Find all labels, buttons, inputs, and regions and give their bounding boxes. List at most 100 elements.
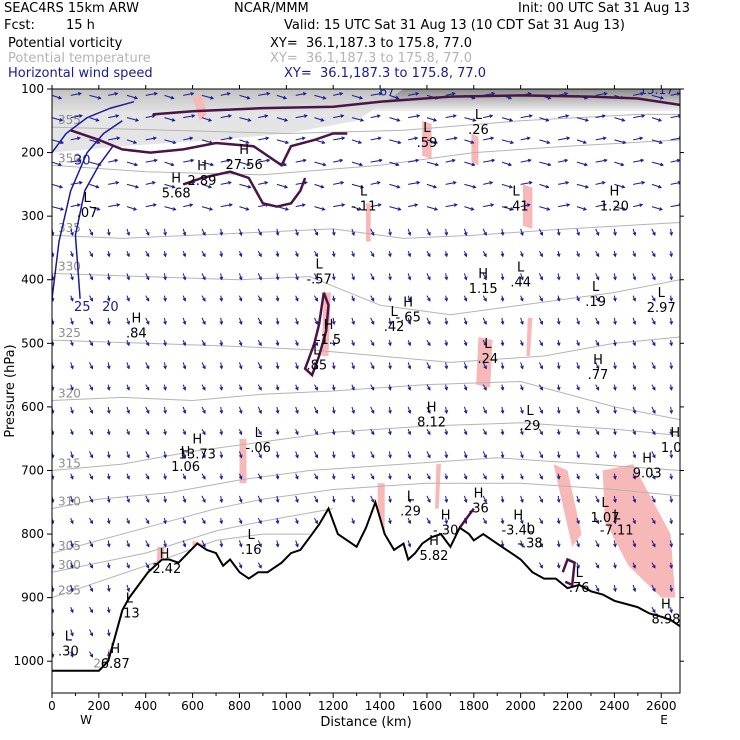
wind-vector-head xyxy=(258,231,262,236)
wind-vector-head xyxy=(669,609,673,614)
valid-time: Valid: 15 UTC Sat 31 Aug 13 (10 CDT Sat … xyxy=(284,18,625,33)
wind-vector-head xyxy=(576,342,580,347)
pv-extremum-value: .29 xyxy=(520,419,541,434)
wind-vector xyxy=(145,181,155,185)
wind-vector-head xyxy=(652,409,656,414)
wind-vector xyxy=(313,228,318,236)
wind-speed-label-25: 25 xyxy=(74,300,91,315)
wind-vector xyxy=(145,115,155,119)
wind-vector-head xyxy=(52,365,55,370)
wind-vector-head xyxy=(576,276,580,281)
wind-vector-head xyxy=(444,386,449,391)
wind-vector-head xyxy=(70,231,74,236)
pv-extremum-L: L xyxy=(576,566,584,581)
wind-vector-head xyxy=(238,253,243,258)
wind-vector xyxy=(182,273,186,280)
wind-vector xyxy=(483,204,494,208)
wind-vector-head xyxy=(182,297,187,302)
wind-vector-head xyxy=(414,136,419,141)
wind-vector xyxy=(595,137,606,141)
wind-vector-head xyxy=(89,609,94,614)
wind-vector-head xyxy=(471,162,476,167)
wind-vector xyxy=(220,159,230,163)
wind-vector xyxy=(426,161,439,166)
wind-vector-head xyxy=(351,297,355,302)
wind-vector-head xyxy=(483,520,487,525)
wind-vector-head xyxy=(89,454,94,459)
wind-vector-head xyxy=(202,342,206,347)
wind-vector-head xyxy=(238,431,243,436)
pv-extremum-value: 27.56 xyxy=(226,158,263,173)
wind-vector xyxy=(407,228,411,236)
pv-extremum-L: L xyxy=(475,108,483,123)
wind-vector-head xyxy=(322,162,327,167)
wind-vector-head xyxy=(351,475,355,480)
wind-vector-head xyxy=(463,409,468,414)
wind-vector-head xyxy=(70,653,74,658)
wind-vector xyxy=(370,317,375,325)
wind-vector-head xyxy=(246,162,251,167)
wind-vector xyxy=(426,139,438,144)
wind-vector xyxy=(89,206,100,211)
wind-vector xyxy=(370,273,375,280)
pv-extremum-L: L xyxy=(313,343,321,358)
wind-vector-head xyxy=(265,136,270,141)
wind-vector-head xyxy=(639,136,644,141)
pv-contour xyxy=(303,292,330,378)
wind-vector xyxy=(595,204,606,208)
wind-vector-head xyxy=(595,409,600,414)
wind-vector-head xyxy=(613,253,617,258)
pv-extremum-L: L xyxy=(658,286,666,301)
pv-extremum-value: -.65 xyxy=(395,311,420,326)
wind-vector-head xyxy=(275,297,280,302)
wind-vector xyxy=(520,181,532,185)
wind-vector xyxy=(651,206,663,211)
x-tick-label: 1000 xyxy=(271,699,302,713)
wind-vector xyxy=(389,94,399,99)
wind-vector xyxy=(145,137,156,141)
wind-vector xyxy=(595,362,600,369)
wind-vector-head xyxy=(52,386,55,391)
wind-vector-head xyxy=(527,158,532,163)
wind-vector-head xyxy=(135,184,140,189)
pv-extremum-value: -.06 xyxy=(246,441,271,456)
wind-vector-head xyxy=(219,454,224,459)
wind-vector-head xyxy=(266,91,271,96)
field-pv: Potential vorticity xyxy=(8,36,123,51)
wind-vector xyxy=(183,159,194,163)
wind-vector-head xyxy=(284,118,289,122)
wind-vector-head xyxy=(416,180,421,185)
wind-vector-head xyxy=(566,203,571,207)
wind-vector xyxy=(576,206,587,211)
wind-vector-head xyxy=(182,498,187,503)
wind-vector xyxy=(632,584,636,592)
wind-vector-head xyxy=(202,320,206,325)
wind-vector-head xyxy=(669,499,674,504)
wind-vector xyxy=(108,181,119,185)
wind-vector-head xyxy=(126,276,130,281)
wind-vector xyxy=(70,181,82,185)
wind-vector-head xyxy=(78,180,83,185)
wind-vector xyxy=(201,273,206,280)
wind-vector xyxy=(633,92,644,96)
wind-vector-head xyxy=(539,320,543,325)
wind-vector-head xyxy=(135,118,140,122)
wind-vector-head xyxy=(314,386,318,391)
wind-vector xyxy=(389,206,401,211)
wind-vector-head xyxy=(303,114,308,118)
wind-vector-head xyxy=(539,253,543,258)
wind-vector-head xyxy=(295,520,299,525)
pv-contour xyxy=(152,94,680,116)
wind-vector-head xyxy=(146,454,150,459)
wind-vector-head xyxy=(613,365,617,370)
wind-vector-head xyxy=(556,297,561,302)
wind-vector-head xyxy=(669,431,673,436)
wind-vector xyxy=(426,495,431,503)
wind-vector-head xyxy=(238,564,243,569)
wind-vector-head xyxy=(182,431,187,436)
wind-vector xyxy=(463,451,467,458)
wind-vector xyxy=(89,139,100,144)
wind-vector-head xyxy=(601,114,606,118)
wind-vector-head xyxy=(509,140,515,145)
pv-extremum-value: 9.03 xyxy=(633,466,662,481)
